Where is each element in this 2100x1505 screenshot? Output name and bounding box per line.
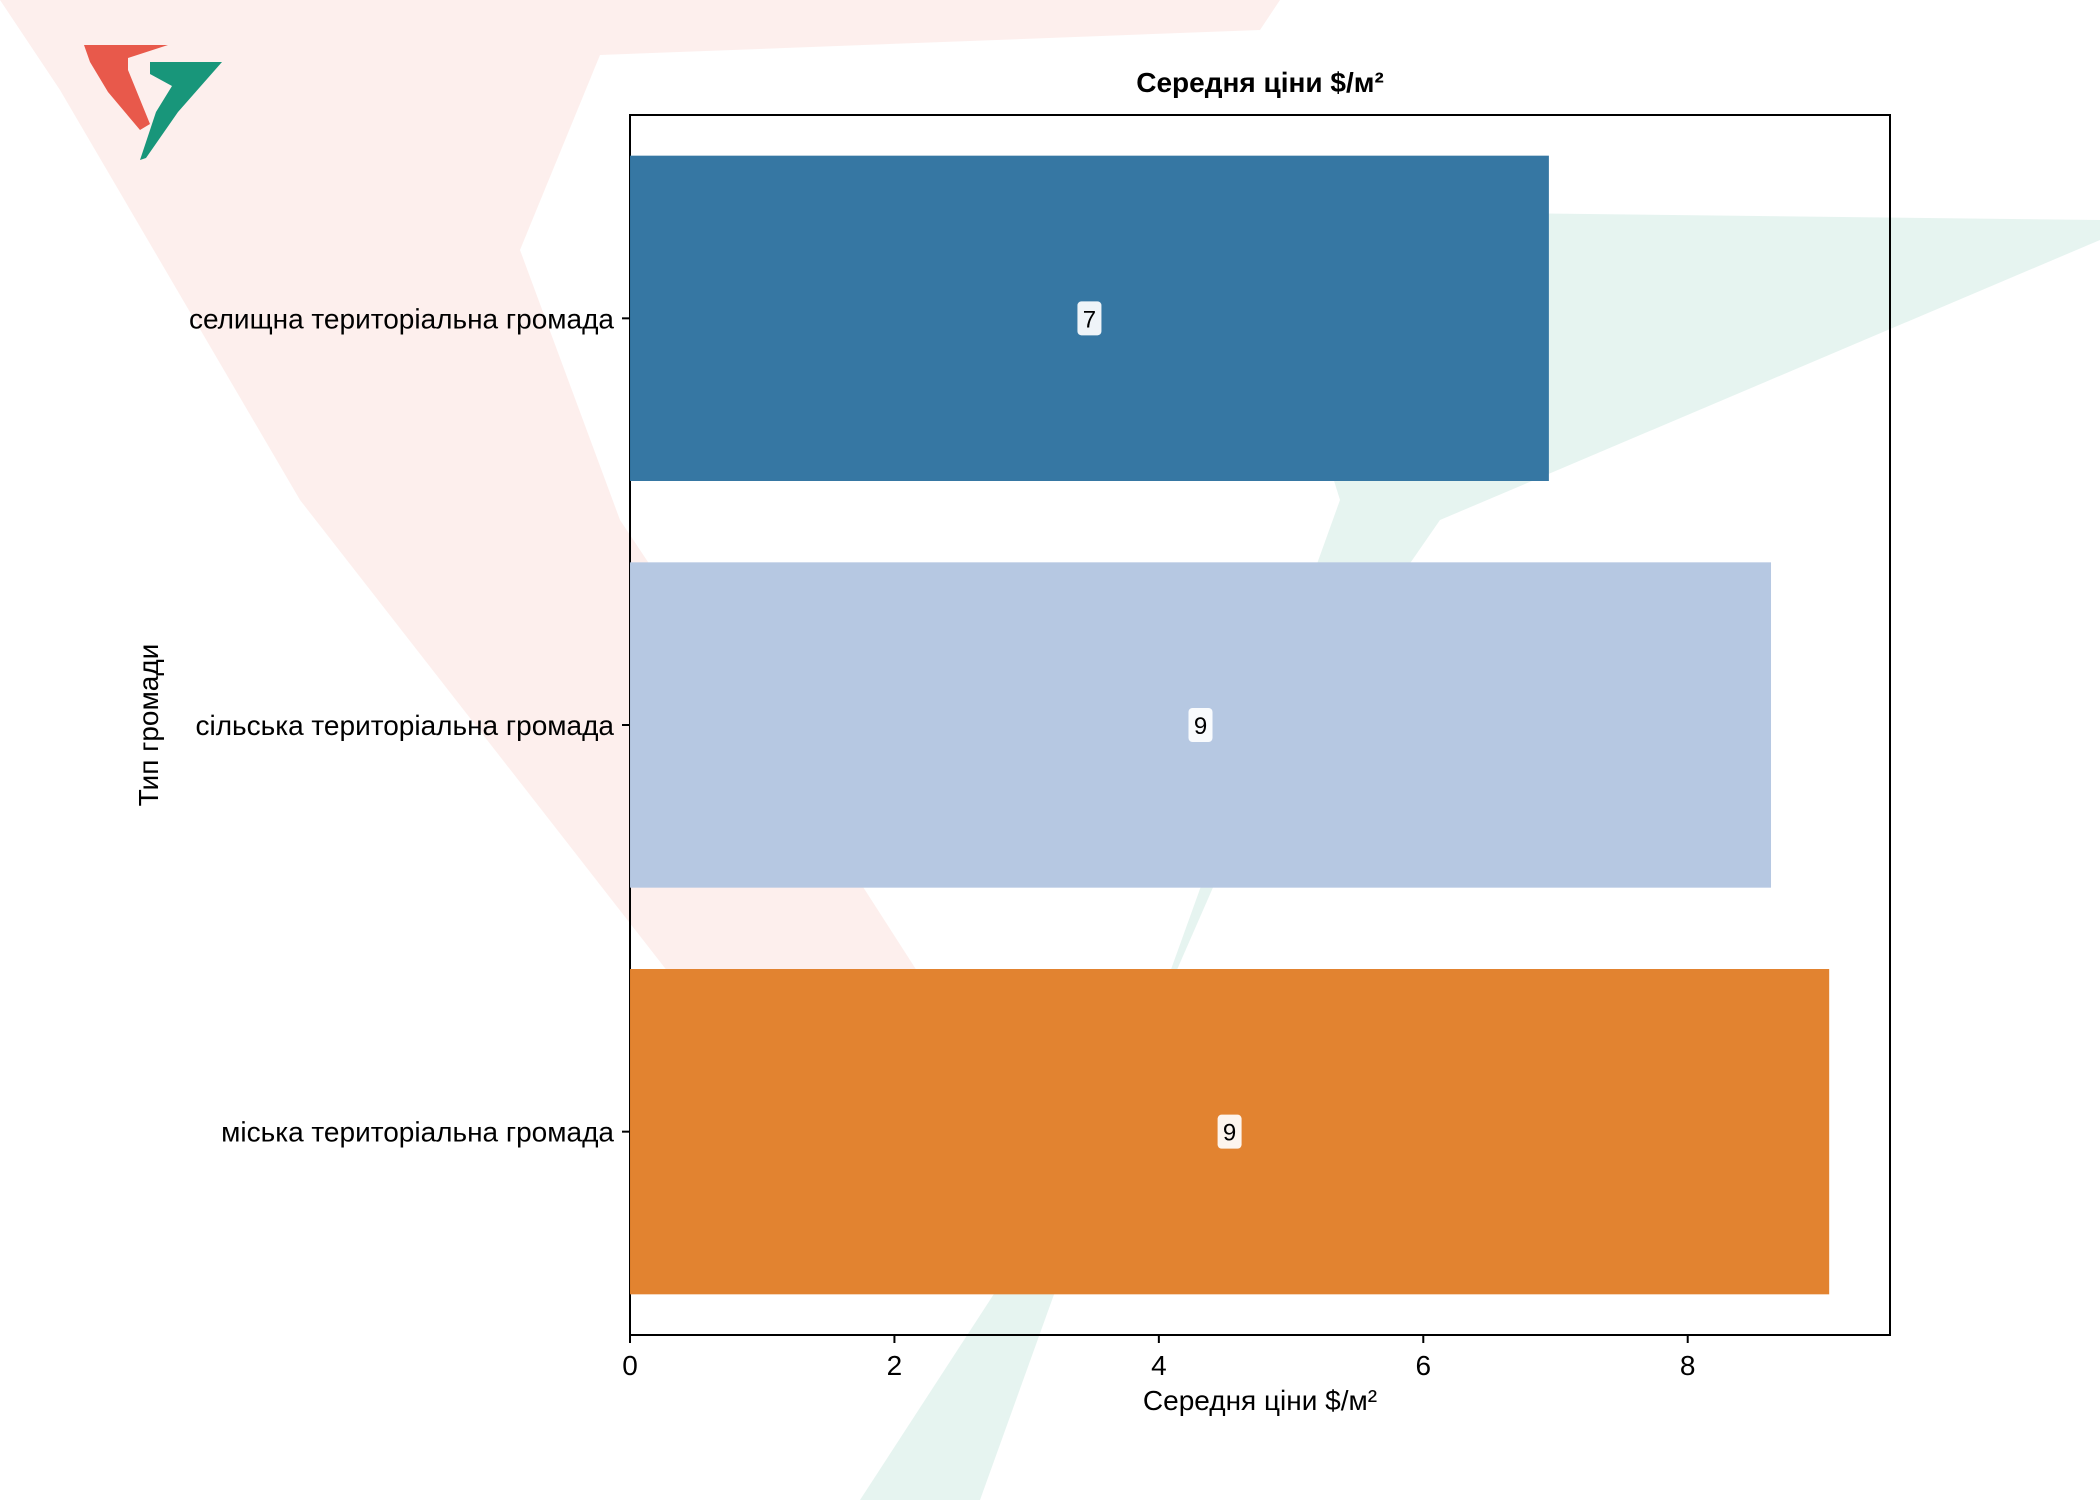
company-logo [84, 45, 222, 160]
watermark-red-shape [0, 0, 1280, 1100]
data-label-1: 9 [1188, 708, 1213, 742]
x-tick-label-3: 6 [1415, 1350, 1431, 1381]
y-tick-label-0: селищна територіальна громада [189, 303, 614, 334]
x-axis-ticks: 0 2 4 6 8 [622, 1335, 1696, 1381]
x-axis-label: Середня ціни $/м² [1143, 1385, 1377, 1416]
x-tick-label-0: 0 [622, 1350, 638, 1381]
data-label-0: 7 [1077, 301, 1102, 336]
x-tick-label-2: 4 [1151, 1350, 1167, 1381]
data-label-text: 9 [1223, 1120, 1236, 1147]
data-label-box [1188, 708, 1213, 742]
x-tick-label-4: 8 [1680, 1350, 1696, 1381]
x-tick-label-1: 2 [887, 1350, 903, 1381]
y-tick-label-1: сільська територіальна громада [195, 710, 614, 741]
data-label-box [1077, 301, 1102, 336]
y-axis-ticks: селищна територіальна громада сільська те… [189, 303, 630, 1148]
data-labels-group: 7 9 9 [1077, 301, 1242, 1149]
data-label-box [1217, 1114, 1242, 1149]
logo-green-part [140, 62, 222, 160]
chart-title: Середня ціни $/м² [1136, 67, 1384, 98]
data-label-2: 9 [1217, 1114, 1242, 1149]
y-axis-label: Тип громади [133, 644, 164, 807]
y-tick-label-2: міська територіальна громада [221, 1117, 614, 1148]
data-label-text: 7 [1083, 306, 1096, 333]
data-label-text: 9 [1194, 713, 1207, 740]
logo-red-part [84, 45, 168, 130]
